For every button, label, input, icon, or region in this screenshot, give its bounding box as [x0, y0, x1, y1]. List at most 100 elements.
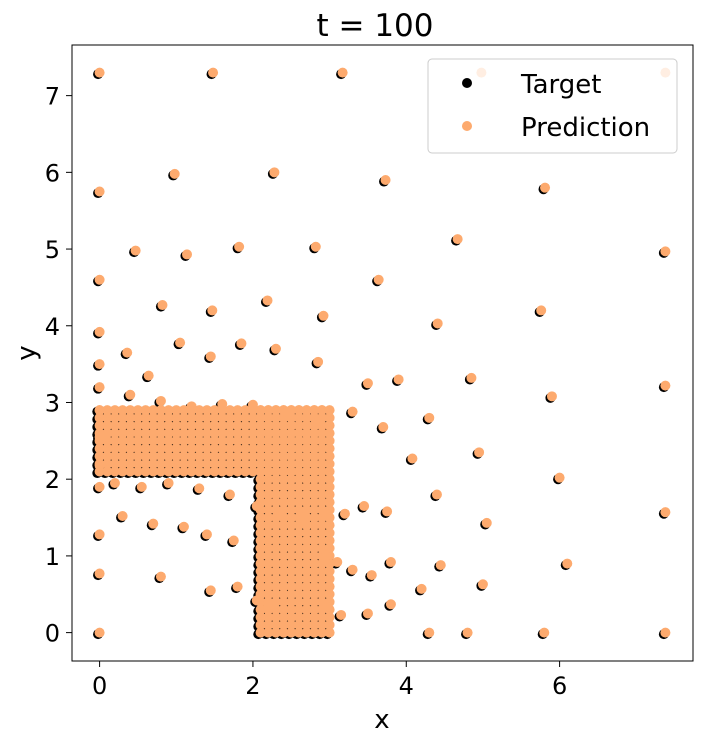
prediction-point [324, 573, 335, 584]
prediction-point [263, 481, 274, 492]
x-axis-label: x [374, 705, 389, 735]
legend-marker-prediction [462, 121, 472, 131]
y-tick-label: 3 [45, 389, 60, 417]
x-tick-label: 6 [552, 672, 567, 700]
prediction-point [217, 412, 228, 423]
prediction-point [102, 428, 113, 439]
prediction-point [293, 619, 304, 630]
prediction-point [278, 627, 289, 638]
prediction-point [178, 521, 189, 532]
prediction-point [163, 451, 174, 462]
prediction-point [182, 249, 192, 260]
prediction-point [148, 405, 159, 416]
prediction-point [140, 443, 151, 454]
prediction-point [209, 428, 220, 439]
prediction-point [102, 420, 113, 431]
prediction-point [201, 428, 212, 439]
prediction-point [163, 478, 174, 489]
prediction-point [94, 432, 105, 442]
prediction-point [270, 405, 281, 416]
prediction-point [286, 443, 297, 454]
prediction-point [278, 573, 289, 584]
prediction-point [240, 435, 251, 446]
prediction-point [316, 589, 327, 600]
prediction-point [301, 481, 312, 492]
prediction-point [263, 520, 274, 531]
prediction-point [194, 458, 205, 469]
prediction-point [109, 466, 120, 477]
prediction-point [316, 543, 327, 554]
prediction-point [301, 405, 312, 416]
prediction-point [313, 416, 324, 427]
prediction-point [163, 435, 174, 446]
prediction-point [324, 443, 335, 454]
prediction-point [309, 481, 320, 492]
prediction-point [263, 512, 274, 523]
prediction-point [217, 435, 228, 446]
prediction-point [247, 458, 258, 469]
prediction-point [324, 543, 335, 554]
prediction-point [660, 246, 671, 257]
prediction-point [274, 508, 285, 519]
prediction-point [263, 581, 274, 592]
prediction-point [125, 389, 136, 400]
prediction-point [234, 241, 245, 252]
prediction-point [309, 512, 320, 523]
prediction-point [94, 412, 105, 423]
prediction-point [293, 458, 304, 469]
prediction-point [125, 420, 136, 431]
prediction-point [301, 474, 312, 485]
prediction-point [293, 489, 304, 500]
prediction-point [286, 466, 297, 477]
prediction-point [240, 466, 251, 477]
prediction-point [143, 370, 154, 381]
prediction-point [301, 451, 312, 462]
prediction-point [316, 451, 327, 462]
prediction-point [270, 481, 281, 492]
prediction-point [155, 451, 166, 462]
prediction-point [186, 420, 197, 431]
prediction-point [270, 428, 281, 439]
prediction-point [366, 570, 377, 581]
prediction-point [309, 527, 320, 538]
prediction-point [316, 443, 327, 454]
prediction-point [132, 458, 143, 469]
prediction-point [194, 412, 205, 423]
prediction-point [263, 550, 274, 561]
prediction-point [278, 420, 289, 431]
prediction-point [224, 443, 235, 454]
prediction-point [282, 406, 293, 417]
prediction-point [117, 428, 128, 439]
prediction-point [175, 337, 186, 348]
prediction-point [278, 481, 289, 492]
prediction-point [316, 481, 327, 492]
prediction-point [171, 428, 182, 439]
prediction-point [140, 466, 151, 477]
prediction-point [293, 543, 304, 554]
prediction-point [94, 529, 105, 540]
prediction-point [186, 466, 197, 477]
prediction-point [217, 443, 228, 454]
y-tick-label: 6 [45, 159, 60, 187]
prediction-point [125, 443, 136, 454]
prediction-point [316, 520, 327, 531]
prediction-point [324, 466, 335, 477]
prediction-point [278, 451, 289, 462]
prediction-point [324, 627, 335, 638]
prediction-point [148, 458, 159, 469]
prediction-point [278, 458, 289, 469]
prediction-point [270, 596, 281, 607]
prediction-point [452, 234, 463, 245]
prediction-point [255, 512, 266, 523]
prediction-point [301, 420, 312, 431]
prediction-point [278, 435, 289, 446]
prediction-point [293, 581, 304, 592]
prediction-point [301, 428, 312, 439]
prediction-point [278, 566, 289, 577]
prediction-point [278, 466, 289, 477]
prediction-point [286, 481, 297, 492]
prediction-point [324, 619, 335, 630]
prediction-point [660, 507, 671, 518]
x-tick-label: 0 [92, 672, 107, 700]
